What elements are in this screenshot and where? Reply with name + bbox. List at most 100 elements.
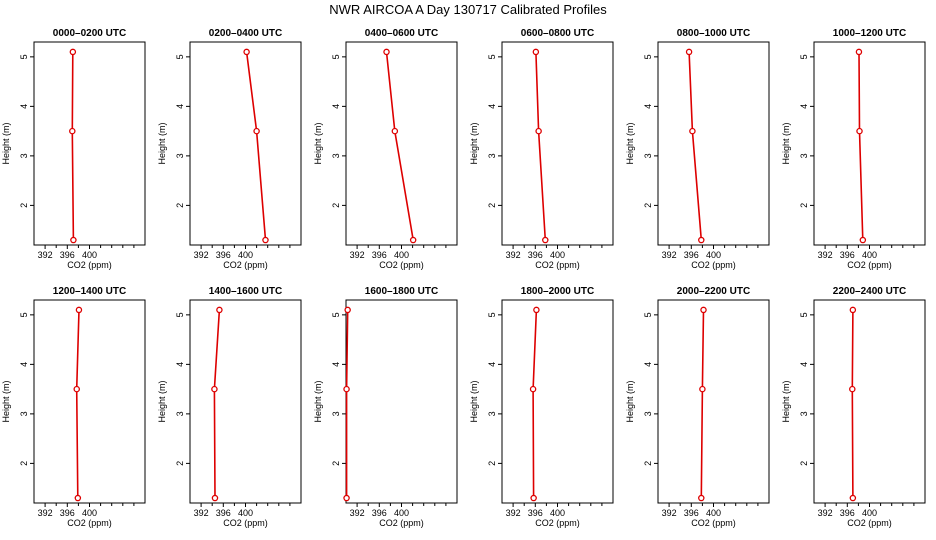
panel-10-y-tick-label: 2 (487, 461, 497, 466)
panel-5-y-tick-label: 2 (643, 203, 653, 208)
panel-9-data-point (344, 306, 351, 314)
panel-7-x-tick-label: 396 (60, 508, 75, 518)
panel-1-plot-frame (33, 41, 146, 246)
panel-11-y-tick-label: 5 (643, 312, 653, 317)
panel-8-title: 1400–1600 UTC (209, 286, 282, 297)
panel-12-data-point (849, 494, 857, 502)
panel-3-x-tick-label: 392 (350, 250, 365, 260)
panel-8-x-axis-label: CO2 (ppm) (223, 518, 268, 528)
panel-3-y-axis-label: Height (m) (313, 122, 323, 164)
panel-6-profile-line (858, 51, 864, 241)
panel-9-x-axis-label: CO2 (ppm) (379, 518, 424, 528)
panel-6-y-tick-label: 4 (799, 104, 809, 109)
panel-2-y-tick-label: 2 (175, 203, 185, 208)
panel-6-x-tick-label: 392 (818, 250, 833, 260)
panel-7-y-tick-label: 5 (19, 312, 29, 317)
panel-2-y-tick-label: 3 (175, 153, 185, 158)
panel-4-plot-frame (501, 41, 614, 246)
panel-6-y-tick-label: 2 (799, 203, 809, 208)
panel-5-x-tick-label: 400 (706, 250, 721, 260)
panel-2-y-axis-label: Height (m) (157, 122, 167, 164)
panel-1-data-point (69, 127, 76, 135)
panel-3-x-axis-label: CO2 (ppm) (379, 260, 424, 270)
panel-2-data-point (243, 48, 250, 56)
panel-8-y-tick-label: 4 (175, 362, 185, 367)
panel-11-data-point (698, 494, 705, 502)
panel-6-data-point (856, 127, 863, 135)
panel-1-x-tick-label: 400 (82, 250, 97, 260)
panel-3-y-tick-label: 3 (331, 153, 341, 158)
panel-11-data-point (700, 306, 707, 314)
panel-4-y-axis-label: Height (m) (469, 122, 479, 164)
panel-4-data-point (542, 236, 549, 244)
panel-6-plot-frame (813, 41, 926, 246)
panel-2-y-tick-label: 4 (175, 104, 185, 109)
panel-3-data-point (391, 127, 399, 135)
panel-8-profile-line (213, 309, 221, 499)
panel-1-x-tick-label: 396 (60, 250, 75, 260)
panel-8-x-tick-label: 400 (238, 508, 253, 518)
panel-5-x-axis-label: CO2 (ppm) (691, 260, 736, 270)
panel-2-y-tick-label: 5 (175, 54, 185, 59)
panel-11-y-axis-label: Height (m) (625, 380, 635, 422)
panel-8: 1400–1600 UTC 392 396 400 2 3 4 5 CO2 (ppm) Heigh… (157, 286, 302, 528)
panel-5-data-point (685, 48, 693, 56)
panel-7: 1200–1400 UTC 392 396 400 2 3 4 5 CO2 (ppm) Heigh… (1, 286, 146, 528)
panels-grid: 0000–0200 UTC 392 396 400 2 3 4 5 CO2 (ppm) Heigh… (1, 28, 926, 528)
panel-6-y-tick-label: 3 (799, 153, 809, 158)
panel-7-y-axis-label: Height (m) (1, 380, 11, 422)
panel-10-data-point (530, 494, 537, 502)
panel-11-x-tick-label: 396 (684, 508, 699, 518)
panel-1-y-tick-label: 2 (19, 203, 29, 208)
panel-10-x-tick-label: 392 (506, 508, 521, 518)
panel-1-x-tick-label: 392 (38, 250, 53, 260)
panel-11-title: 2000–2200 UTC (677, 286, 750, 297)
panel-9: 1600–1800 UTC 392 396 400 2 3 4 5 CO2 (ppm) Heigh… (313, 286, 458, 528)
panel-8-x-tick-label: 392 (194, 508, 209, 518)
panel-4-x-tick-label: 396 (528, 250, 543, 260)
panel-1-title: 0000–0200 UTC (53, 28, 126, 39)
panel-2-plot-frame (189, 41, 302, 246)
panel-12-y-tick-label: 5 (799, 312, 809, 317)
panel-5: 0800–1000 UTC 392 396 400 2 3 4 5 CO2 (ppm) Heigh… (625, 28, 770, 270)
panel-8-y-tick-label: 3 (175, 411, 185, 416)
panel-8-data-point (216, 306, 223, 314)
panel-10-x-axis-label: CO2 (ppm) (535, 518, 580, 528)
panel-5-y-tick-label: 4 (643, 104, 653, 109)
panel-12-y-tick-label: 2 (799, 461, 809, 466)
panel-12-y-tick-label: 3 (799, 411, 809, 416)
panel-10-y-tick-label: 5 (487, 312, 497, 317)
panel-2-x-tick-label: 400 (238, 250, 253, 260)
panel-9-y-tick-label: 4 (331, 362, 341, 367)
panel-1-profile-line (71, 51, 75, 241)
panel-8-data-point (211, 385, 218, 393)
panel-10-profile-line (532, 309, 538, 499)
panel-9-data-point (343, 385, 350, 393)
panel-3-plot-frame (345, 41, 458, 246)
panel-8-data-point (211, 494, 219, 502)
panel-5-y-tick-label: 5 (643, 54, 653, 59)
panel-4: 0600–0800 UTC 392 396 400 2 3 4 5 CO2 (ppm) Heigh… (469, 28, 614, 270)
panel-3-y-tick-label: 2 (331, 203, 341, 208)
panel-10-y-axis-label: Height (m) (469, 380, 479, 422)
panel-10-data-point (529, 385, 537, 393)
panel-4-x-tick-label: 400 (550, 250, 565, 260)
panel-6-x-axis-label: CO2 (ppm) (847, 260, 892, 270)
panel-8-y-axis-label: Height (m) (157, 380, 167, 422)
panel-12-profile-line (851, 309, 854, 499)
panel-4-data-point (535, 127, 542, 135)
panel-5-title: 0800–1000 UTC (677, 28, 750, 39)
panel-11-x-tick-label: 400 (706, 508, 721, 518)
panel-8-x-tick-label: 396 (216, 508, 231, 518)
panel-4-y-tick-label: 2 (487, 203, 497, 208)
panel-3-data-point (383, 48, 390, 56)
panel-5-y-tick-label: 3 (643, 153, 653, 158)
panel-2-x-tick-label: 392 (194, 250, 209, 260)
panel-12-x-tick-label: 396 (840, 508, 855, 518)
panel-4-x-tick-label: 392 (506, 250, 521, 260)
panel-1: 0000–0200 UTC 392 396 400 2 3 4 5 CO2 (ppm) Heigh… (1, 28, 146, 270)
panel-6-data-point (855, 48, 863, 56)
panel-12-plot-frame (813, 299, 926, 504)
panel-7-data-point (74, 494, 82, 502)
